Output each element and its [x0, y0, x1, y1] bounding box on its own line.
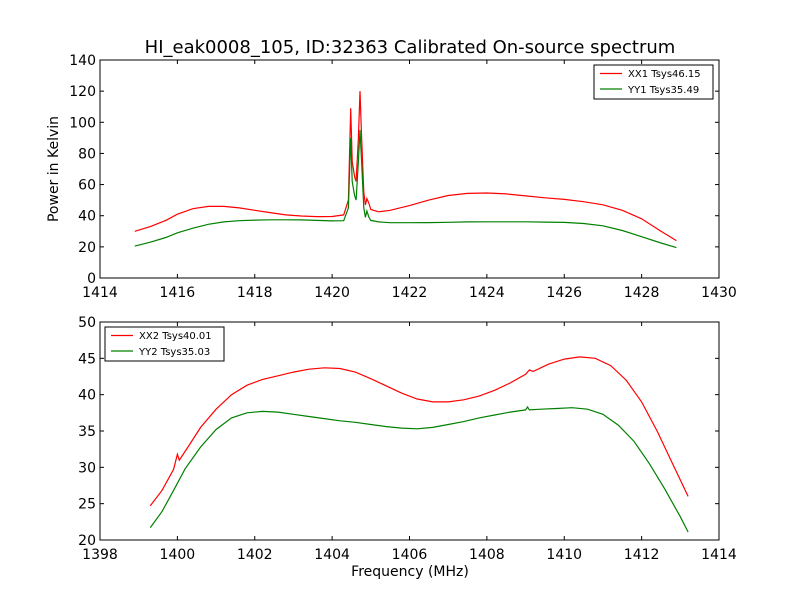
- top-x-tick-label: 1414: [82, 285, 118, 301]
- top-y-tick-label: 60: [78, 178, 96, 194]
- top-x-tick-label: 1430: [701, 285, 737, 301]
- top-legend: XX1 Tsys46.15 YY1 Tsys35.49: [593, 64, 714, 100]
- bottom-legend-label-yy2: YY2 Tsys35.03: [138, 347, 210, 358]
- bottom-y-tick-label: 50: [78, 315, 96, 331]
- top-y-tick-label: 100: [69, 115, 96, 131]
- bottom-y-tick-label: 35: [78, 424, 96, 440]
- top-plot: 1414 1416 1418 1420 1422 1424 1426 1428 1430 0 20…: [46, 53, 737, 301]
- top-y-tick-label: 20: [78, 240, 96, 256]
- top-plot-series: [134, 91, 677, 249]
- top-series-line-2: [134, 130, 677, 249]
- bottom-plot-x-ticks: 1398 1400 1402 1404 1406 1408 1410 1412 1414: [82, 322, 737, 563]
- bottom-y-tick-label: 20: [78, 533, 96, 549]
- top-x-tick-label: 1422: [392, 285, 428, 301]
- top-series-line-1: [134, 91, 677, 242]
- top-y-axis-label: Power in Kelvin: [46, 116, 62, 222]
- bottom-x-tick-label: 1398: [82, 547, 118, 563]
- bottom-x-tick-label: 1404: [314, 547, 350, 563]
- top-plot-y-ticks: 0 20 40 60 80 100 120 140: [69, 53, 719, 287]
- top-x-tick-label: 1420: [314, 285, 350, 301]
- bottom-y-tick-label: 25: [78, 497, 96, 513]
- bottom-x-tick-label: 1402: [237, 547, 273, 563]
- x-axis-label: Frequency (MHz): [351, 564, 469, 580]
- top-y-tick-label: 140: [69, 53, 96, 69]
- bottom-series-line-2: [149, 405, 689, 533]
- bottom-series-line-1: [149, 356, 689, 507]
- bottom-x-tick-label: 1408: [469, 547, 505, 563]
- top-legend-label-xx1: XX1 Tsys46.15: [628, 69, 701, 80]
- top-legend-label-yy1: YY1 Tsys35.49: [627, 85, 699, 96]
- bottom-legend: XX2 Tsys40.01 YY2 Tsys35.03: [104, 326, 225, 362]
- bottom-x-tick-label: 1410: [546, 547, 582, 563]
- bottom-plot-y-ticks: 20 25 30 35 40 45 50: [78, 315, 719, 549]
- top-x-tick-label: 1428: [624, 285, 660, 301]
- bottom-y-tick-label: 45: [78, 351, 96, 367]
- top-x-tick-label: 1418: [237, 285, 273, 301]
- top-x-tick-label: 1416: [160, 285, 196, 301]
- top-x-tick-label: 1424: [469, 285, 505, 301]
- bottom-y-tick-label: 30: [78, 460, 96, 476]
- top-x-tick-label: 1426: [546, 285, 582, 301]
- bottom-x-tick-label: 1414: [701, 547, 737, 563]
- top-y-tick-label: 40: [78, 209, 96, 225]
- bottom-x-tick-label: 1406: [392, 547, 428, 563]
- bottom-plot: 1398 1400 1402 1404 1406 1408 1410 1412 1414 202…: [78, 315, 737, 580]
- bottom-legend-label-xx2: XX2 Tsys40.01: [139, 331, 212, 342]
- top-y-tick-label: 80: [78, 146, 96, 162]
- top-y-tick-label: 120: [69, 84, 96, 100]
- bottom-x-tick-label: 1400: [160, 547, 196, 563]
- chart-title: HI_eak0008_105, ID:32363 Calibrated On-s…: [145, 37, 676, 58]
- bottom-x-tick-label: 1412: [624, 547, 660, 563]
- top-y-tick-label: 0: [87, 271, 96, 287]
- top-plot-x-ticks: 1414 1416 1418 1420 1422 1424 1426 1428 1430: [82, 60, 737, 301]
- bottom-y-tick-label: 40: [78, 388, 96, 404]
- bottom-plot-series: [149, 356, 689, 533]
